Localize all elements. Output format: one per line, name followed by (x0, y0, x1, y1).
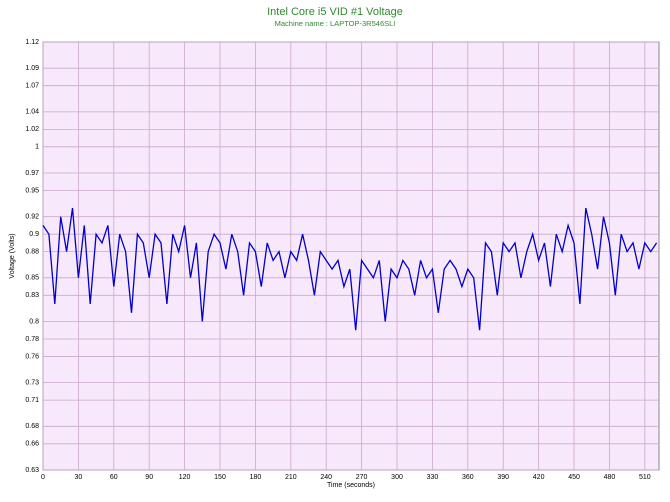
y-tick-label: 0.88 (25, 248, 39, 255)
x-tick-label: 510 (639, 474, 651, 481)
x-tick-label: 30 (75, 474, 83, 481)
y-tick-label: 1.09 (25, 65, 39, 72)
y-tick-label: 0.71 (25, 397, 39, 404)
x-tick-label: 90 (145, 474, 153, 481)
y-tick-label: 0.85 (25, 275, 39, 282)
y-tick-label: 0.95 (25, 187, 39, 194)
x-tick-label: 360 (462, 474, 474, 481)
x-tick-label: 240 (320, 474, 332, 481)
y-tick-label: 0.68 (25, 423, 39, 430)
x-tick-label: 210 (285, 474, 297, 481)
x-tick-label: 0 (41, 474, 45, 481)
y-tick-label: 0.92 (25, 214, 39, 221)
x-tick-label: 120 (179, 474, 191, 481)
x-tick-label: 390 (497, 474, 509, 481)
x-tick-label: 150 (214, 474, 226, 481)
y-tick-label: 0.63 (25, 467, 39, 474)
y-tick-label: 0.73 (25, 379, 39, 386)
x-tick-label: 330 (427, 474, 439, 481)
x-tick-label: 60 (110, 474, 118, 481)
y-tick-label: 0.66 (25, 441, 39, 448)
x-tick-label: 480 (604, 474, 616, 481)
y-tick-label: 1.07 (25, 83, 39, 90)
x-tick-label: 420 (533, 474, 545, 481)
y-tick-label: 1 (35, 144, 39, 151)
y-tick-label: 0.83 (25, 292, 39, 299)
y-tick-label: 0.9 (29, 231, 39, 238)
data-line (42, 207, 658, 331)
y-axis-label: Voltage (Volts) (9, 233, 16, 278)
x-tick-label: 450 (568, 474, 580, 481)
y-tick-label: 1.02 (25, 126, 39, 133)
chart-subtitle: Machine name : LAPTOP-3R546SLI (275, 19, 396, 28)
y-tick-label: 0.76 (25, 353, 39, 360)
x-axis-label: Time (seconds) (327, 482, 375, 489)
x-tick-label: 270 (356, 474, 368, 481)
y-tick-label: 0.8 (29, 318, 39, 325)
y-tick-label: 0.78 (25, 336, 39, 343)
y-tick-label: 0.97 (25, 170, 39, 177)
y-tick-label: 1.04 (25, 109, 39, 116)
x-tick-label: 300 (391, 474, 403, 481)
y-tick-label: 1.12 (25, 39, 39, 46)
x-tick-label: 180 (250, 474, 262, 481)
chart-title: Intel Core i5 VID #1 Voltage (267, 6, 403, 18)
